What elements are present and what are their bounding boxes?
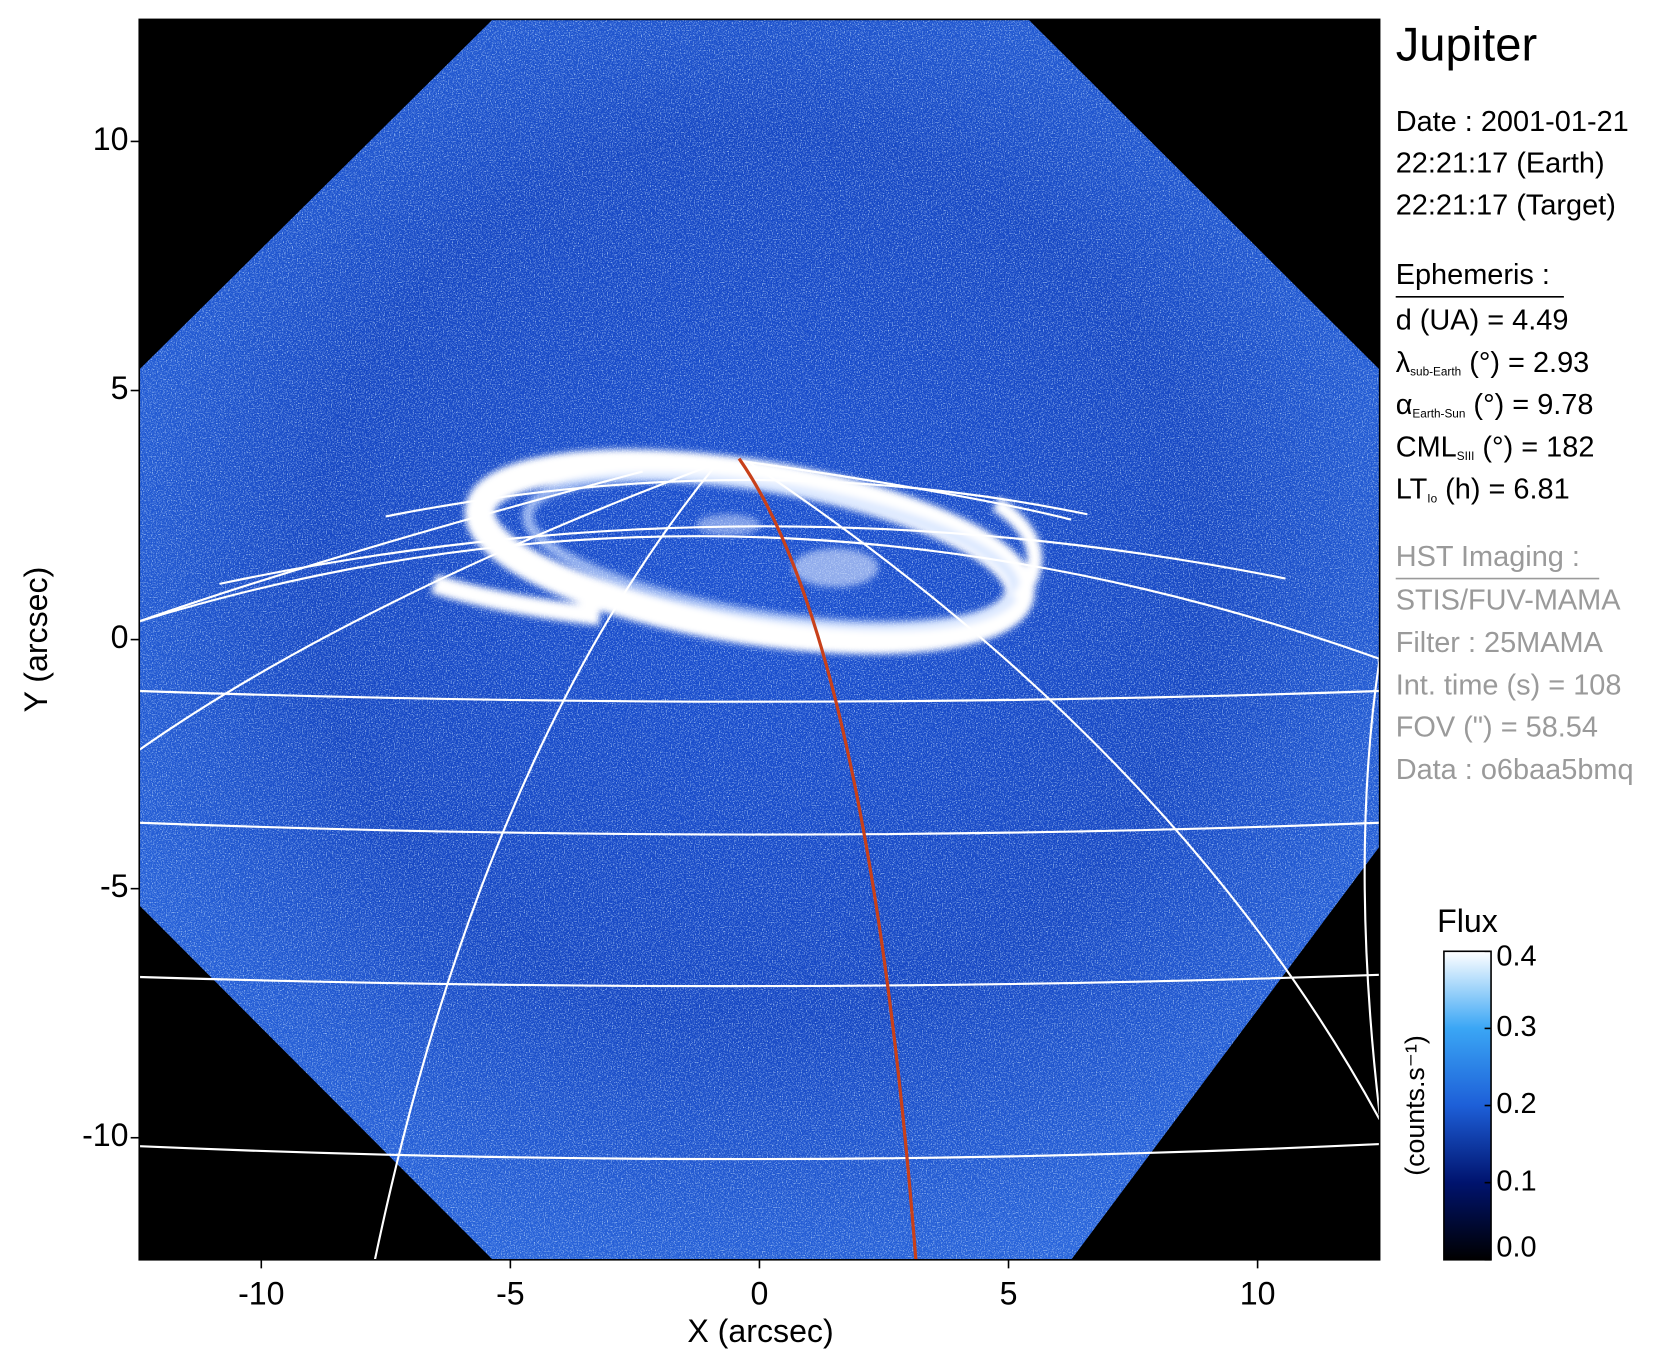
imaging-row: Data : o6baa5bmq — [1396, 754, 1634, 786]
imaging-title: HST Imaging : — [1396, 541, 1580, 573]
imaging-row: Int. time (s) = 108 — [1396, 669, 1622, 701]
ephemeris-value: (h) = 6.81 — [1437, 473, 1570, 505]
x-tick-label: 10 — [1240, 1276, 1276, 1312]
y-axis-label: Y (arcsec) — [18, 567, 54, 713]
y-tick-label: -5 — [100, 868, 129, 904]
ephemeris-subscript: sub-Earth — [1410, 365, 1461, 378]
ephemeris-row: αEarth-Sun (°) = 9.78 — [1396, 389, 1594, 421]
ephemeris-row: λsub-Earth (°) = 2.93 — [1396, 346, 1590, 378]
image — [138, 18, 1381, 1261]
y-tick-label: 10 — [93, 121, 129, 157]
target-title: Jupiter — [1396, 18, 1537, 71]
colorbar-tick-label: 0.0 — [1496, 1232, 1536, 1264]
ephemeris-value: (°) = 9.78 — [1465, 389, 1593, 421]
colorbar-tick-label: 0.4 — [1496, 940, 1536, 972]
lat-lon-grid — [139, 459, 1380, 1260]
ephemeris-subscript: SIII — [1457, 450, 1475, 463]
colorbar-scale — [1443, 950, 1492, 1261]
ephemeris-value: (°) = 2.93 — [1461, 346, 1589, 378]
y-tick-label: 0 — [111, 619, 129, 655]
y-tick-label: -10 — [82, 1117, 128, 1153]
x-axis-label: X (arcsec) — [687, 1313, 833, 1349]
colorbar: Flux (counts.s⁻¹) 0.0 0.1 0.2 0.3 0.4 — [1400, 903, 1536, 1264]
ephemeris-symbol: LT — [1396, 473, 1428, 505]
x-tick-label: 5 — [1000, 1276, 1018, 1312]
ephemeris-title: Ephemeris : — [1396, 259, 1550, 291]
x-tick-label: -10 — [238, 1276, 284, 1312]
imaging-row: FOV (") = 58.54 — [1396, 712, 1598, 744]
colorbar-label: (counts.s⁻¹) — [1400, 1035, 1430, 1176]
date-line: Date : 2001-01-21 — [1396, 106, 1629, 138]
ephemeris-symbol: λ — [1396, 346, 1411, 378]
ephemeris-row: CMLSIII (°) = 182 — [1396, 431, 1595, 463]
imaging-row: STIS/FUV-MAMA — [1396, 585, 1622, 617]
colorbar-tick-label: 0.3 — [1496, 1011, 1536, 1043]
date-line: 22:21:17 (Earth) — [1396, 148, 1605, 180]
colorbar-title: Flux — [1437, 903, 1498, 939]
ephemeris-value: (°) = 182 — [1474, 431, 1594, 463]
jupiter-image — [139, 19, 1380, 1260]
ephemeris-subscript: Io — [1427, 492, 1437, 505]
colorbar-tick-label: 0.1 — [1496, 1165, 1536, 1197]
central-meridian — [737, 457, 918, 1260]
imaging-row: Filter : 25MAMA — [1396, 627, 1604, 659]
ephemeris-symbol: α — [1396, 389, 1413, 421]
y-tick-label: 5 — [111, 370, 129, 406]
ephemeris-row: LTIo (h) = 6.81 — [1396, 473, 1570, 505]
ephemeris-row: d (UA) = 4.49 — [1396, 304, 1569, 336]
x-tick-label: 0 — [751, 1276, 769, 1312]
x-tick-label: -5 — [496, 1276, 525, 1312]
colorbar-tick-label: 0.2 — [1496, 1088, 1536, 1120]
ephemeris-subscript: Earth-Sun — [1412, 408, 1465, 421]
ephemeris-symbol: d (UA) = 4.49 — [1396, 304, 1569, 336]
ephemeris-symbol: CML — [1396, 431, 1457, 463]
date-line: 22:21:17 (Target) — [1396, 189, 1616, 221]
aurora — [430, 449, 1043, 655]
info-panel: Jupiter Ephemeris : HST Imaging : Date :… — [1395, 18, 1634, 786]
